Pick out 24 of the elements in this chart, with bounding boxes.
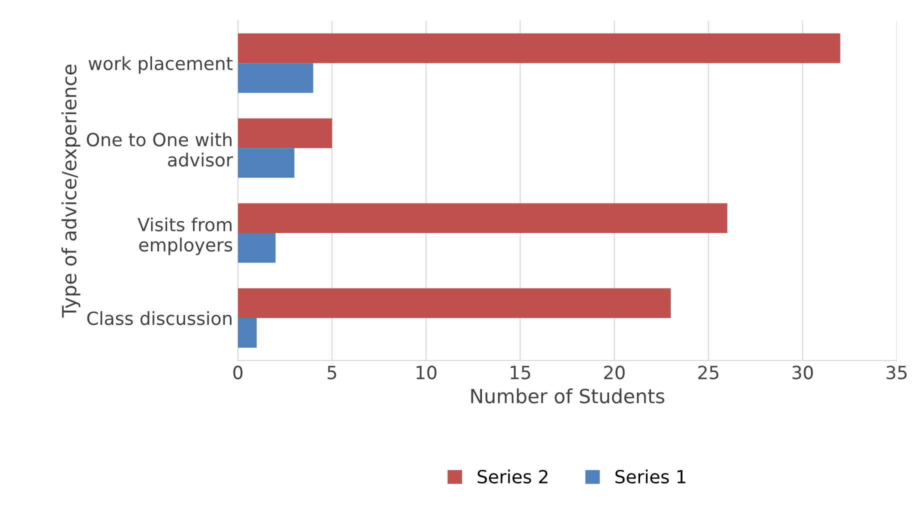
y-tick-label: One to One with advisor	[86, 132, 234, 167]
x-tick-label: 35	[886, 366, 907, 380]
x-tick-label: 25	[698, 366, 718, 380]
bar	[238, 318, 257, 348]
x-tick-label: 30	[792, 366, 813, 380]
y-tick-label: work placement	[88, 56, 233, 74]
y-tick-label: Visits from employers	[138, 217, 232, 256]
y-tick-label: Class discussion	[87, 311, 232, 326]
bar	[238, 288, 671, 318]
bar	[238, 33, 840, 64]
bar	[238, 63, 314, 93]
bar	[238, 118, 332, 148]
bar	[238, 233, 276, 263]
x-tick-label: 10	[416, 366, 436, 380]
bar	[238, 148, 294, 178]
y-axis-title: Type of advice/experience	[61, 64, 80, 318]
bar	[238, 203, 728, 234]
legend-label: Series 2	[478, 470, 548, 484]
x-tick-label: 0	[233, 366, 242, 380]
x-tick-label: 5	[328, 366, 336, 380]
legend-label: Series 1	[615, 470, 686, 484]
x-tick-label: 15	[510, 366, 530, 380]
x-tick-label: 20	[604, 366, 625, 380]
x-axis-title: Number of Students	[471, 388, 664, 404]
